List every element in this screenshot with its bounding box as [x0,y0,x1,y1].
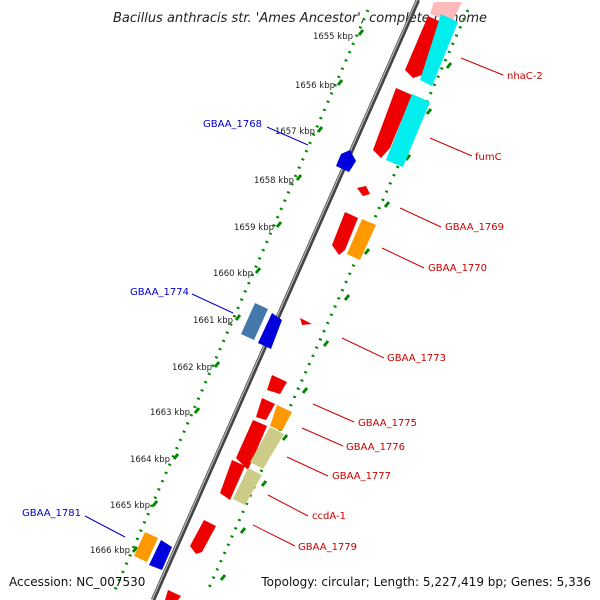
topology-text: Topology: circular; Length: 5,227,419 bp… [260,575,591,589]
accession-text: Accession: NC_007530 [9,575,145,589]
gene-nhac-2-cyan[interactable] [420,14,458,86]
label-gbaa-1773[interactable]: GBAA_1773 [387,353,446,364]
gene-small-red-2[interactable] [267,375,287,394]
gene-gbaa-1769[interactable] [332,212,358,255]
label-fumc[interactable]: fumC [475,152,502,163]
gene-fumc-cyan[interactable] [386,94,430,167]
reverse-label-leaders [84,126,309,538]
gene-fumc-red[interactable] [373,88,412,158]
label-gbaa-1777[interactable]: GBAA_1777 [332,471,391,482]
gene-gbaa-1777-red[interactable] [236,420,267,470]
gene-small-red-1[interactable] [357,186,370,196]
genome-backbone-highlight [151,0,418,600]
gene-gbaa-1768[interactable] [336,150,356,172]
label-gbaa-1768[interactable]: GBAA_1768 [203,119,262,130]
label-gbaa-1781[interactable]: GBAA_1781 [22,508,81,519]
gene-gbaa-1781-orange[interactable] [134,532,158,562]
gene-gbaa-1781-blue[interactable] [149,540,172,570]
gene-gbaa-1777-olive[interactable] [250,427,284,469]
gene-gbaa-1776[interactable] [270,405,292,431]
tick-label-1658: 1658 kbp [254,176,294,186]
tick-label-1657: 1657 kbp [275,127,315,137]
tick-label-1655: 1655 kbp [313,32,353,42]
tick-label-1665: 1665 kbp [110,501,150,511]
label-ccda-1[interactable]: ccdA-1 [312,511,346,522]
gene-bottom-red[interactable] [165,590,181,600]
label-gbaa-1776[interactable]: GBAA_1776 [346,442,405,453]
label-gbaa-1770[interactable]: GBAA_1770 [428,263,487,274]
tick-label-1662: 1662 kbp [172,363,212,373]
right-major-ticks [219,62,453,581]
tick-label-1663: 1663 kbp [150,408,190,418]
gene-ccda-1[interactable] [233,468,262,505]
tick-label-1659: 1659 kbp [234,223,274,233]
tick-track-left [113,9,370,591]
tick-label-1656: 1656 kbp [295,81,335,91]
gene-gbaa-1779[interactable] [190,520,216,554]
gene-gbaa-1775[interactable] [256,398,275,420]
label-gbaa-1775[interactable]: GBAA_1775 [358,418,417,429]
gene-red-1778[interactable] [220,460,245,500]
forward-label-leaders [252,57,504,547]
left-major-ticks [131,29,365,553]
genome-backbone [150,0,421,600]
label-nhac-2[interactable]: nhaC-2 [507,71,543,82]
gene-nhac-2-red[interactable] [405,16,445,78]
gene-gbaa-1774-steel[interactable] [241,303,268,340]
tick-label-1666: 1666 kbp [90,546,130,556]
label-gbaa-1779[interactable]: GBAA_1779 [298,542,357,553]
gene-gbaa-1774-blue[interactable] [258,313,282,349]
gene-gbaa-1773[interactable] [300,318,312,325]
label-gbaa-1769[interactable]: GBAA_1769 [445,222,504,233]
tick-label-1664: 1664 kbp [130,455,170,465]
map-title: Bacillus anthracis str. 'Ames Ancestor',… [113,11,487,26]
gene-gbaa-1770[interactable] [347,219,376,260]
tick-label-1660: 1660 kbp [213,269,253,279]
label-gbaa-1774[interactable]: GBAA_1774 [130,287,189,298]
tick-track-right [206,9,470,591]
tick-label-1661: 1661 kbp [193,316,233,326]
gene-nhac-2-top[interactable] [430,2,462,22]
